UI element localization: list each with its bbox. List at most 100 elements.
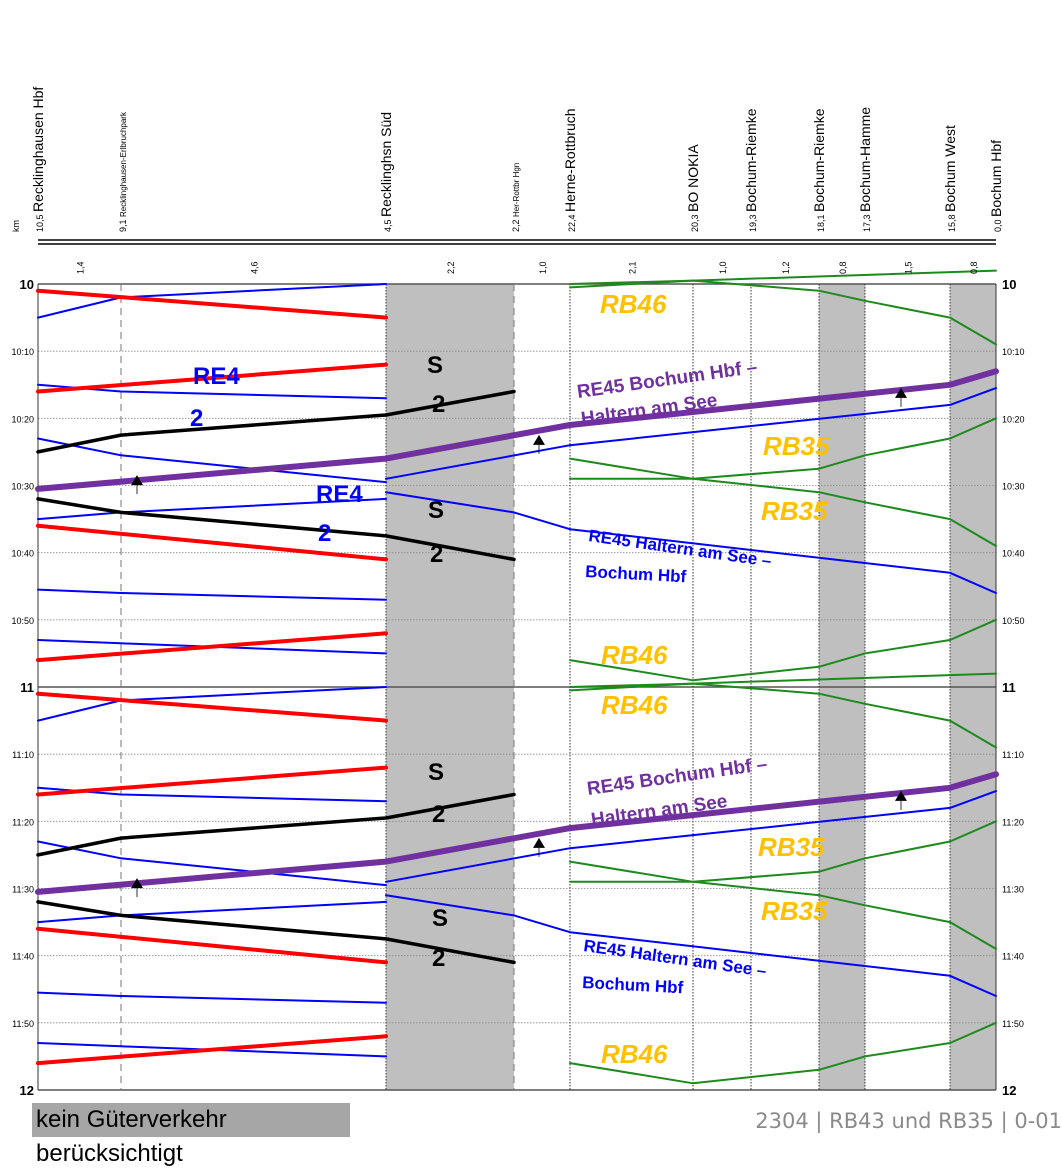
re42-path [37, 1042, 387, 1058]
train-label: RE4 [193, 363, 240, 390]
train-label: RB35 [761, 896, 828, 926]
train-label: RB46 [601, 640, 668, 670]
segment-distance: 0,8 [969, 261, 979, 274]
time-label-left: 10:40 [11, 549, 34, 559]
train-label: 2 [318, 520, 331, 547]
s2-path [36, 900, 516, 965]
time-label-left: 10 [20, 277, 34, 292]
segment-distance: 4,6 [250, 261, 260, 274]
time-label-right: 12 [1002, 1083, 1016, 1098]
time-label-right: 10 [1002, 277, 1016, 292]
timetable-diagram: km 10,5 Recklinghausen Hbf 9,1 Recklinghau… [11, 87, 1025, 1098]
segment-distance: 1,4 [76, 261, 86, 274]
direction-marker [895, 790, 907, 801]
station-km: 15,8 [947, 212, 957, 232]
time-label-left: 10:30 [11, 482, 34, 492]
train-paths [35, 269, 999, 1085]
rb43-path [36, 1034, 388, 1066]
station-name: Bochum-Hamme [857, 107, 873, 212]
time-label-right: 10:50 [1002, 616, 1025, 626]
re42-path [37, 437, 387, 484]
station-name: Bochum West [942, 125, 958, 212]
s2-path [36, 792, 516, 857]
train-label: RB46 [601, 1039, 668, 1069]
station-label: 2,2 Her-Rottbr Hgn [511, 163, 521, 232]
time-label-right: 11:30 [1002, 885, 1024, 895]
rb43-path [36, 523, 388, 562]
station-label: 17,3 Bochum-Hamme [857, 107, 873, 232]
segment-distance: 2,1 [628, 261, 638, 274]
time-label-left: 12 [20, 1083, 34, 1098]
train-label: S [427, 352, 443, 379]
segment-distance: 0,8 [838, 261, 848, 274]
station-km: 19,3 [748, 212, 758, 232]
rb35-path [569, 860, 997, 950]
station-km: 17,3 [862, 212, 872, 232]
rb43-path [36, 691, 388, 723]
segment-distance: 1,0 [718, 261, 728, 274]
re42-path [37, 786, 387, 803]
station-label: 10,5 Recklinghausen Hbf [30, 87, 46, 232]
footer-note: kein Güterverkehr berücksichtigt [32, 1103, 350, 1167]
station-km: 4,5 [383, 217, 393, 232]
rb43-path [36, 631, 388, 663]
re45-blue-path [385, 387, 997, 480]
direction-marker [895, 387, 907, 398]
train-label: 2 [432, 945, 445, 972]
train-label: 2 [430, 541, 443, 568]
train-label: Bochum Hbf [585, 562, 687, 586]
km-label: km [11, 220, 21, 232]
station-km: 10,5 [35, 212, 45, 232]
time-label-right: 11 [1002, 680, 1016, 695]
time-label-left: 11:30 [12, 885, 34, 895]
s2-path [36, 389, 516, 454]
station-km: 2,2 [511, 217, 521, 232]
train-label: Bochum Hbf [582, 973, 684, 997]
re45-purple-path [35, 771, 999, 895]
rb35-path [569, 457, 997, 547]
time-label-left: 11 [20, 680, 34, 695]
station-km: 22,4 [567, 212, 577, 232]
train-label: RB35 [761, 496, 828, 526]
footer-document-id: 2304 | RB43 und RB35 | 0-01 [755, 1109, 1062, 1133]
station-label: 20,3 BO NOKIA [685, 144, 701, 232]
rb43-path [36, 288, 388, 320]
train-label: RB35 [758, 832, 825, 862]
time-axis: 10 10 10:10 10:10 10:20 10:20 10:30 10:30 10:40 1… [11, 277, 1024, 1098]
rb46-path [569, 1021, 997, 1085]
time-label-right: 10:20 [1002, 414, 1025, 424]
station-label: 22,4 Herne-Rottbruch [562, 108, 578, 232]
rb43-path [36, 765, 388, 797]
rb43-path [36, 362, 388, 394]
time-label-left: 11:20 [12, 817, 34, 827]
station-label: 15,8 Bochum West [942, 125, 958, 232]
re45-blue-path [385, 790, 997, 883]
station-name: Herne-Rottbruch [562, 108, 578, 212]
segment-distance: 1,0 [538, 261, 548, 274]
re45-blue-path [385, 491, 997, 594]
re42-path [37, 588, 387, 601]
re42-path [37, 840, 387, 887]
segment-distance: 2,2 [446, 261, 456, 274]
time-label-left: 11:50 [12, 1019, 34, 1029]
station-label: 0,0 Bochum Hbf [988, 140, 1004, 232]
time-label-left: 10:10 [11, 347, 34, 357]
time-label-right: 11:20 [1002, 817, 1024, 827]
train-label: RB46 [600, 289, 667, 319]
re45-blue-path [385, 894, 997, 997]
train-label: Haltern am See [590, 791, 729, 831]
train-label: 2 [432, 801, 445, 828]
direction-marker [533, 837, 545, 848]
train-label: S [428, 497, 444, 524]
direction-marker [131, 878, 143, 889]
time-label-right: 10:30 [1002, 482, 1025, 492]
station-label: 4,5 Recklinghsn Süd [378, 112, 394, 232]
time-label-left: 10:20 [11, 414, 34, 424]
train-label: 2 [190, 405, 203, 432]
station-km: 9,1 [118, 217, 128, 232]
re42-path [37, 383, 387, 400]
train-label: S [428, 759, 444, 786]
time-label-right: 10:10 [1002, 347, 1025, 357]
time-label-right: 11:10 [1002, 750, 1024, 760]
segment-distance: 1,5 [904, 261, 914, 274]
